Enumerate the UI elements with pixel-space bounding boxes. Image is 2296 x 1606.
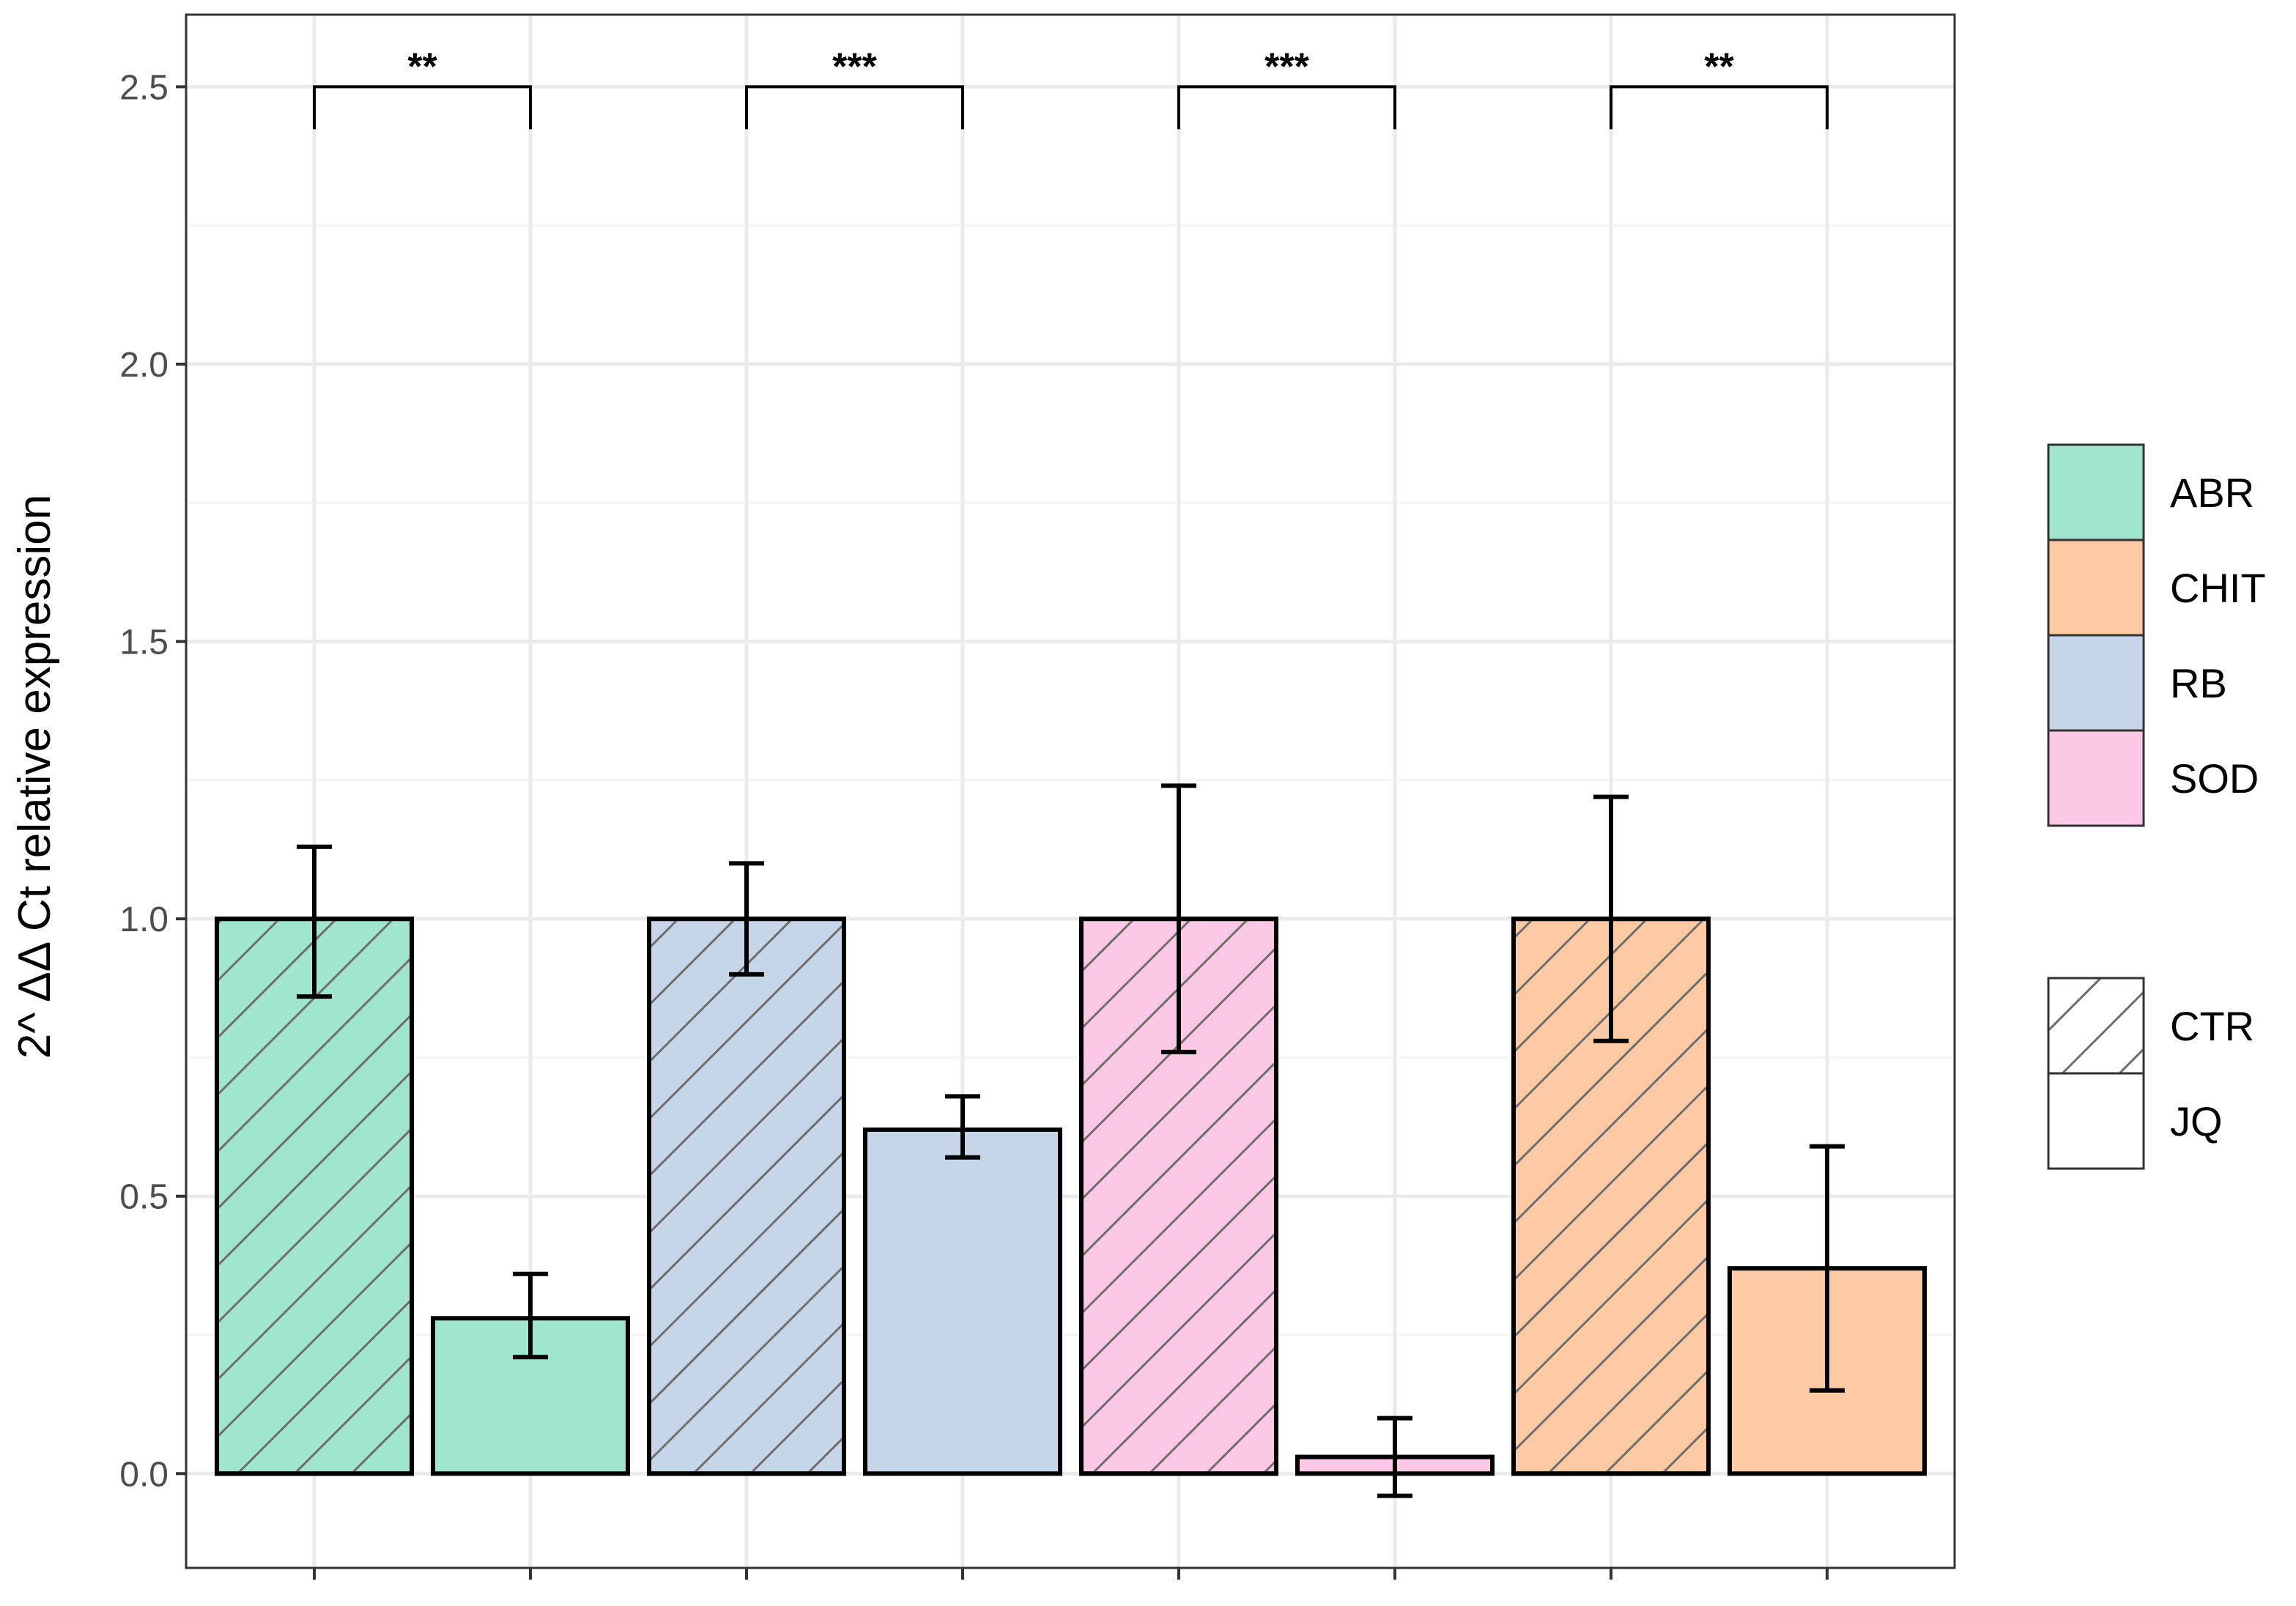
- significance-bracket: [313, 85, 532, 130]
- significance-bracket: [745, 85, 964, 130]
- y-tick-label: 0.5: [119, 1178, 169, 1217]
- significance-bracket: [1177, 85, 1396, 130]
- y-tick-label: 1.5: [119, 623, 169, 662]
- bar-rb-jq: [863, 1127, 1062, 1476]
- legend-fill: ABR CHIT RB SOD: [2047, 443, 2266, 827]
- legend-label-ctr: CTR: [2170, 1003, 2254, 1049]
- error-bars: [297, 783, 1845, 1498]
- y-tick-label: 2.0: [119, 346, 169, 385]
- bar-stripe-rb: [647, 917, 846, 1476]
- significance-brackets: ** *** *** **: [313, 45, 1829, 130]
- legend-key-chit: [2047, 539, 2145, 637]
- bar-stripe-chit: [1511, 917, 1711, 1476]
- significance-label: ***: [1264, 45, 1309, 88]
- legend-key-stripe: [2047, 977, 2145, 1075]
- legend-label-rb: RB: [2170, 660, 2227, 706]
- legend-label-chit: CHIT: [2170, 565, 2266, 611]
- y-tick-label: 2.5: [119, 68, 169, 107]
- legend-key-jq: [2047, 1072, 2145, 1170]
- legend-label-jq: JQ: [2170, 1098, 2223, 1144]
- legend-key-sod: [2047, 729, 2145, 827]
- significance-label: **: [407, 45, 437, 88]
- y-axis-title: 2^ ΔΔ Ct relative expression: [10, 495, 60, 1059]
- legend-label-sod: SOD: [2170, 755, 2259, 802]
- y-tick-label: 1.0: [119, 900, 169, 939]
- axes: 0.0 0.5 1.0 1.5 2.0 2.5: [119, 68, 1829, 1580]
- significance-label: ***: [832, 45, 877, 88]
- legend-label-abr: ABR: [2170, 470, 2254, 516]
- significance-label: **: [1704, 45, 1734, 88]
- legend-key-abr: [2047, 443, 2145, 541]
- panel-border: [185, 13, 1956, 1569]
- legend-key-rb: [2047, 634, 2145, 732]
- bar-stripe-abr: [215, 917, 414, 1476]
- legend-pattern: CTR JQ: [2047, 977, 2254, 1170]
- significance-bracket: [1610, 85, 1829, 130]
- y-tick-label: 0.0: [119, 1455, 169, 1494]
